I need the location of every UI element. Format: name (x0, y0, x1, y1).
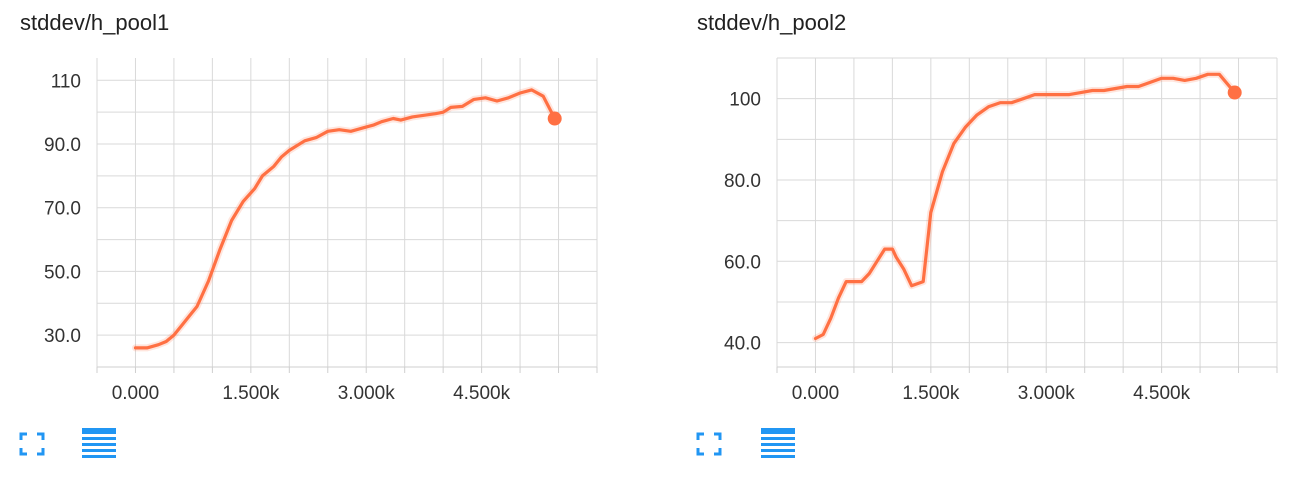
series-raw-line (132, 86, 559, 352)
y-tick-label: 100 (729, 90, 761, 111)
series-line[interactable] (133, 88, 557, 350)
chart-title: stddev/h_pool1 (20, 10, 170, 35)
grid (776, 57, 1278, 367)
series-line[interactable] (813, 72, 1237, 341)
y-tick-label: 40.0 (724, 334, 761, 355)
y-tick-label: 70.0 (44, 199, 81, 220)
x-tick-label: 1.500k (902, 383, 960, 404)
y-tick-label: 30.0 (44, 326, 81, 347)
chart-card: stddev/h_pool2 40.0 60.0 80.0 100 0.000 1.500… (696, 0, 1294, 490)
x-tick-label: 0.000 (792, 383, 840, 404)
y-tick-label: 90.0 (44, 135, 81, 156)
list-icon[interactable] (78, 426, 118, 462)
last-point-marker[interactable] (1227, 85, 1242, 100)
x-tick-label: 1.500k (222, 383, 280, 404)
series-raw-line (812, 70, 1239, 342)
line-chart[interactable]: 30.0 50.0 70.0 90.0 110 0.000 1.500k 3.000k 4.50… (20, 0, 660, 420)
chart-title: stddev/h_pool2 (697, 10, 847, 35)
y-tick-label: 60.0 (724, 252, 761, 273)
line-chart[interactable]: 40.0 60.0 80.0 100 0.000 1.500k 3.000k 4.500k (697, 0, 1294, 420)
x-tick-label: 4.500k (453, 383, 511, 404)
x-tick-label: 0.000 (112, 383, 160, 404)
y-tick-label: 50.0 (44, 262, 81, 283)
y-tick-label: 80.0 (724, 171, 761, 192)
x-tick-label: 3.000k (1018, 383, 1076, 404)
x-tick-label: 3.000k (338, 383, 396, 404)
list-icon[interactable] (757, 426, 797, 462)
x-tick-label: 4.500k (1133, 383, 1191, 404)
y-tick-label: 110 (51, 71, 81, 92)
grid (96, 58, 598, 368)
fullscreen-icon[interactable] (14, 426, 54, 462)
last-point-marker[interactable] (547, 111, 562, 126)
chart-card: stddev/h_pool1 30.0 50.0 70.0 90.0 110 0.000 1… (19, 0, 660, 490)
fullscreen-icon[interactable] (691, 426, 731, 462)
